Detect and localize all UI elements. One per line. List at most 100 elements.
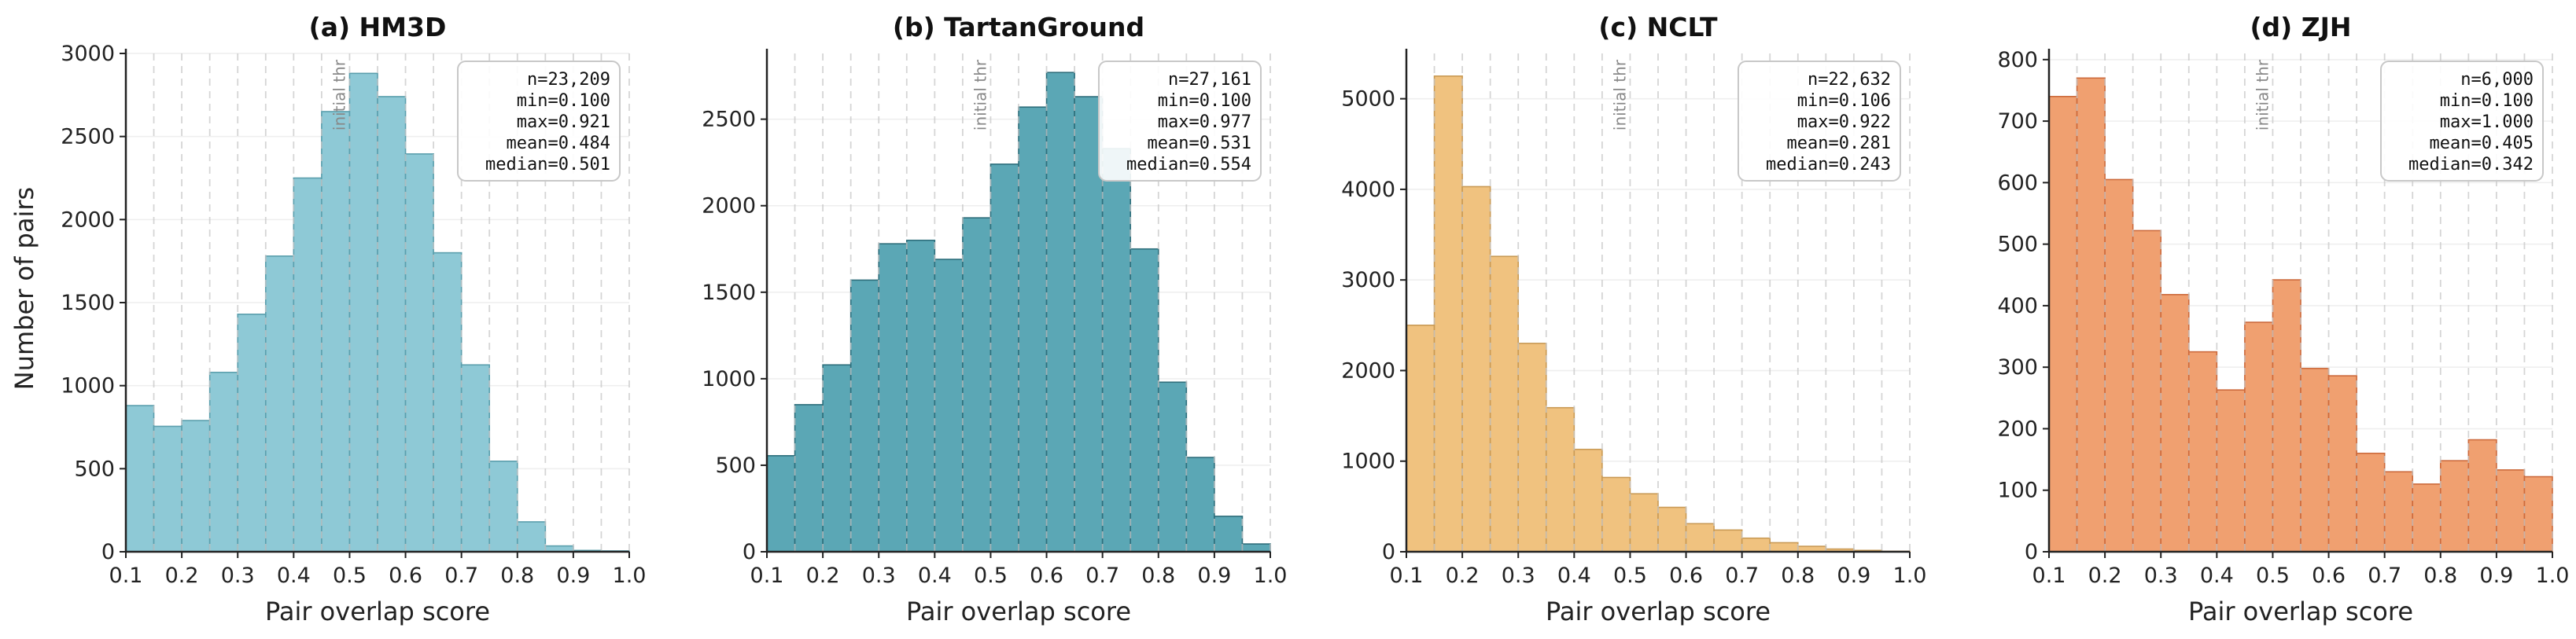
x-tick-label: 0.2 bbox=[165, 564, 199, 588]
histogram-bar bbox=[2272, 279, 2301, 553]
x-tick-label: 0.5 bbox=[1613, 564, 1647, 588]
x-axis-label: Pair overlap score bbox=[265, 597, 490, 626]
stats-box bbox=[457, 61, 621, 182]
histogram-bar bbox=[1573, 448, 1603, 553]
y-tick-label: 0 bbox=[101, 540, 115, 564]
x-axis-label: Pair overlap score bbox=[906, 597, 1131, 626]
histogram-bar bbox=[2132, 230, 2162, 553]
y-tick-label: 0 bbox=[743, 540, 756, 564]
x-tick-label: 0.2 bbox=[2088, 564, 2122, 588]
x-tick-label: 1.0 bbox=[613, 564, 647, 588]
histogram-bar bbox=[1685, 523, 1715, 553]
histogram-bar bbox=[2496, 469, 2526, 553]
histogram-bar bbox=[1629, 493, 1659, 553]
threshold-label: initial thr bbox=[971, 59, 989, 130]
y-tick-label: 300 bbox=[1997, 355, 2038, 380]
x-tick-label: 0.1 bbox=[109, 564, 143, 588]
y-tick-label: 500 bbox=[715, 454, 756, 478]
chart-panel-2: initial thr 0 500 1000 1500 2000 2500 0.1 0.2 0.3… bbox=[702, 12, 1287, 626]
x-tick-label: 0.3 bbox=[862, 564, 896, 588]
histogram-bar bbox=[377, 96, 407, 553]
x-tick-label: 0.9 bbox=[556, 564, 590, 588]
x-tick-label: 1.0 bbox=[1254, 564, 1288, 588]
y-tick-label: 1500 bbox=[61, 291, 115, 315]
stats-line: max=0.921 bbox=[517, 112, 610, 132]
y-tick-label: 500 bbox=[1997, 233, 2038, 257]
histogram-bar bbox=[1157, 381, 1188, 553]
histogram-bar bbox=[2439, 460, 2470, 553]
histogram-bar bbox=[1433, 75, 1463, 553]
y-tick-label: 3000 bbox=[1341, 268, 1395, 292]
histogram-bar bbox=[905, 239, 936, 553]
histogram-bar bbox=[2300, 367, 2330, 553]
stats-line: median=0.243 bbox=[1766, 155, 1891, 174]
chart-panel-3: initial thr 0 1000 2000 3000 4000 5000 0.1 0.2 0.… bbox=[1341, 12, 1926, 626]
histogram-bar bbox=[989, 163, 1019, 553]
y-tick-label: 200 bbox=[1997, 417, 2038, 441]
histogram-bar bbox=[488, 461, 518, 553]
chart-panel-4: initial thr 0 100 200 300 400 500 600 700 800 0.1 0… bbox=[1997, 12, 2569, 626]
histogram-bar bbox=[1517, 343, 1547, 553]
y-tick-label: 4000 bbox=[1341, 178, 1395, 202]
x-tick-label: 0.5 bbox=[974, 564, 1008, 588]
stats-line: max=1.000 bbox=[2440, 112, 2534, 132]
histogram-bar bbox=[1241, 543, 1271, 553]
x-tick-label: 0.4 bbox=[918, 564, 952, 588]
histogram-bar bbox=[1214, 516, 1244, 553]
histogram-bar bbox=[264, 255, 295, 553]
stats-line: median=0.342 bbox=[2408, 155, 2534, 174]
stats-line: median=0.501 bbox=[485, 155, 610, 174]
threshold-label: initial thr bbox=[1610, 59, 1629, 130]
x-tick-label: 0.1 bbox=[1390, 564, 1424, 588]
histogram-bar bbox=[2523, 476, 2553, 553]
histogram-bar bbox=[794, 404, 824, 553]
x-tick-label: 0.5 bbox=[2256, 564, 2290, 588]
histogram-bar bbox=[460, 364, 491, 553]
y-tick-label: 2500 bbox=[61, 125, 115, 149]
histogram-bar bbox=[208, 371, 239, 553]
y-tick-label: 600 bbox=[1997, 171, 2038, 195]
x-tick-label: 0.7 bbox=[2368, 564, 2401, 588]
histogram-bar bbox=[237, 313, 267, 553]
x-tick-label: 0.8 bbox=[2423, 564, 2457, 588]
histogram-bar bbox=[1601, 476, 1631, 553]
chart-title: (a) HM3D bbox=[309, 12, 447, 42]
x-tick-label: 0.8 bbox=[1141, 564, 1175, 588]
y-tick-label: 3000 bbox=[61, 42, 115, 66]
x-tick-label: 0.4 bbox=[1557, 564, 1591, 588]
x-tick-label: 0.2 bbox=[1446, 564, 1480, 588]
stats-line: mean=0.405 bbox=[2430, 134, 2534, 153]
histogram-bar bbox=[1489, 255, 1520, 553]
y-tick-label: 2000 bbox=[702, 194, 756, 219]
histogram-bar bbox=[2383, 471, 2414, 553]
stats-line: n=6,000 bbox=[2460, 70, 2534, 90]
histogram-bar bbox=[1741, 537, 1771, 553]
histogram-bar bbox=[1130, 248, 1159, 553]
histogram-bar bbox=[849, 279, 880, 553]
stats-line: min=0.100 bbox=[1158, 91, 1251, 111]
histogram-bar bbox=[2187, 351, 2218, 553]
x-axis-label: Pair overlap score bbox=[2188, 597, 2413, 626]
histogram-bar bbox=[1045, 72, 1075, 553]
y-tick-label: 5000 bbox=[1341, 87, 1395, 112]
chart-title: (c) NCLT bbox=[1598, 12, 1718, 42]
stats-line: n=22,632 bbox=[1808, 70, 1891, 90]
x-tick-label: 0.9 bbox=[2479, 564, 2513, 588]
stats-line: min=0.100 bbox=[2440, 91, 2534, 111]
x-tick-label: 0.7 bbox=[1085, 564, 1119, 588]
x-tick-label: 0.3 bbox=[2144, 564, 2178, 588]
histogram-bar bbox=[2356, 452, 2386, 553]
histogram-bar bbox=[1101, 148, 1132, 553]
histogram-bar bbox=[1018, 106, 1048, 553]
histogram-bar bbox=[404, 153, 434, 553]
x-tick-label: 0.1 bbox=[750, 564, 784, 588]
x-tick-label: 0.3 bbox=[221, 564, 255, 588]
y-tick-label: 0 bbox=[2025, 540, 2038, 564]
histogram-bar bbox=[181, 420, 211, 553]
histogram-bar bbox=[2216, 389, 2246, 553]
y-tick-label: 0 bbox=[1382, 540, 1395, 564]
x-tick-label: 1.0 bbox=[2536, 564, 2570, 588]
stats-line: mean=0.484 bbox=[507, 134, 610, 153]
y-tick-label: 800 bbox=[1997, 48, 2038, 72]
histogram-bar bbox=[2076, 77, 2106, 553]
